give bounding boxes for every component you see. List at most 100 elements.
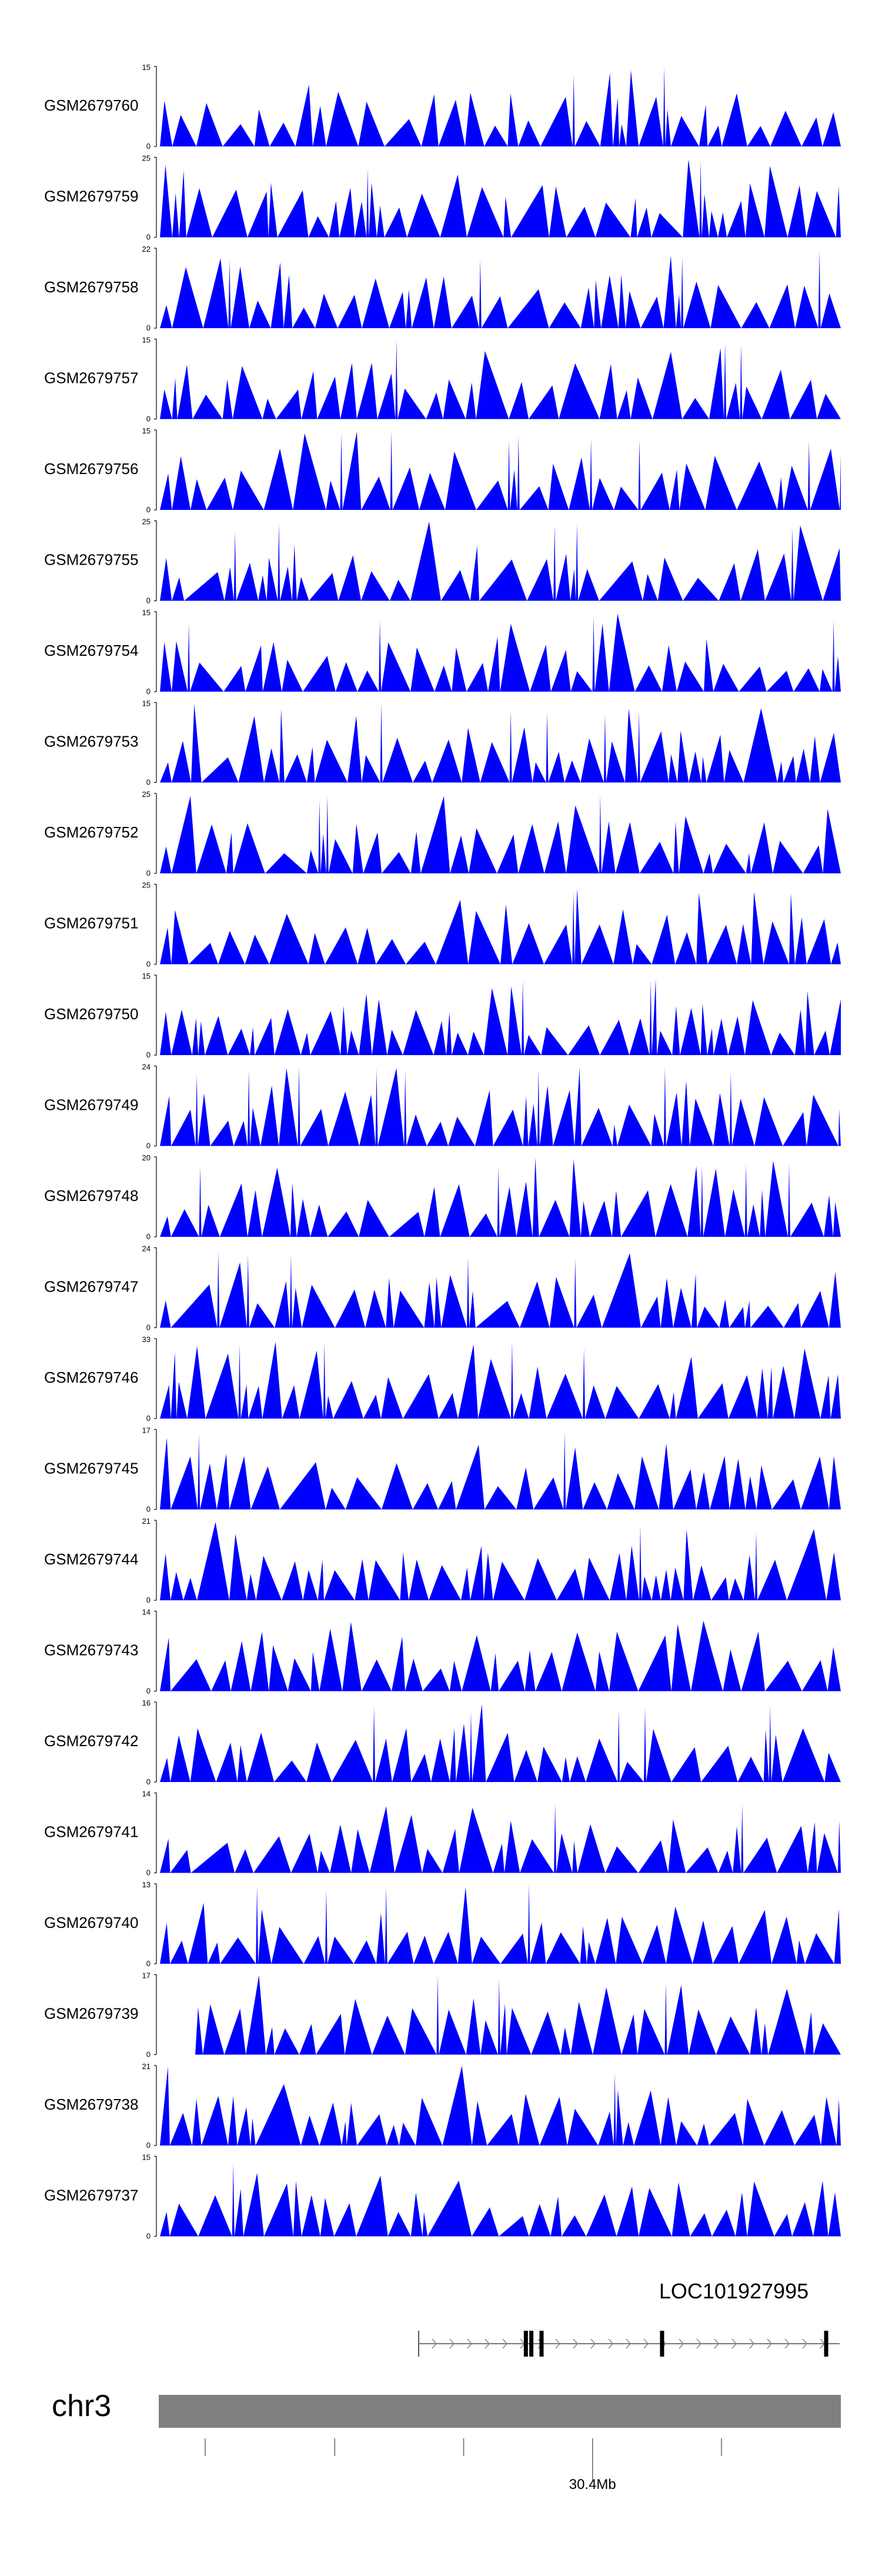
coverage-signal	[160, 1803, 841, 1873]
coverage-signal	[160, 1884, 841, 1964]
y-min-label: 0	[146, 233, 151, 242]
coverage-signal	[160, 1342, 841, 1419]
y-max-label: 14	[142, 1608, 151, 1617]
coverage-signal	[160, 889, 841, 965]
coverage-signal	[160, 1432, 841, 1510]
coverage-signal	[160, 159, 841, 238]
coverage-signal	[160, 1620, 841, 1691]
y-max-label: 15	[142, 608, 151, 617]
y-min-label: 0	[146, 1687, 151, 1696]
y-min-label: 0	[146, 1323, 151, 1332]
track-label: GSM2679748	[44, 1187, 138, 1204]
strand-arrow	[573, 2338, 579, 2349]
gene-model	[418, 2331, 840, 2357]
chromosome-bar	[159, 2395, 841, 2428]
track-GSM2679757: GSM2679757 15 0	[44, 336, 841, 423]
strand-arrow	[555, 2338, 561, 2349]
track-label: GSM2679749	[44, 1096, 138, 1114]
strand-arrow	[767, 2338, 773, 2349]
track-label: GSM2679739	[44, 2005, 138, 2023]
coverage-signal	[160, 795, 841, 873]
strand-arrow	[802, 2338, 808, 2349]
y-min-label: 0	[146, 960, 151, 969]
track-GSM2679758: GSM2679758 22 0	[44, 245, 841, 332]
strand-arrow	[590, 2338, 596, 2349]
y-min-label: 0	[146, 1868, 151, 1877]
coverage-signal	[160, 2163, 841, 2237]
y-max-label: 25	[142, 881, 151, 890]
y-max-label: 21	[142, 2062, 151, 2071]
strand-arrow	[449, 2338, 455, 2349]
y-max-label: 17	[142, 1971, 151, 1980]
strand-arrow	[643, 2338, 649, 2349]
track-label: GSM2679740	[44, 1914, 138, 1931]
track-label: GSM2679745	[44, 1460, 138, 1477]
coverage-signal	[160, 431, 841, 510]
coverage-signal	[160, 522, 841, 601]
strand-arrow	[784, 2338, 790, 2349]
track-label: GSM2679752	[44, 823, 138, 841]
coverage-signal	[160, 1975, 841, 2055]
track-label: GSM2679744	[44, 1550, 138, 1568]
track-label: GSM2679746	[44, 1369, 138, 1386]
coverage-signal	[160, 613, 841, 692]
y-max-label: 16	[142, 1699, 151, 1707]
track-GSM2679754: GSM2679754 15 0	[44, 608, 841, 696]
track-label: GSM2679756	[44, 460, 138, 478]
track-label: GSM2679750	[44, 1005, 138, 1023]
y-max-label: 24	[142, 1244, 151, 1253]
track-label: GSM2679755	[44, 551, 138, 569]
track-GSM2679746: GSM2679746 33 0	[44, 1335, 841, 1423]
track-label: GSM2679753	[44, 733, 138, 750]
y-min-label: 0	[146, 2232, 151, 2241]
track-label: GSM2679760	[44, 96, 138, 114]
y-min-label: 0	[146, 1596, 151, 1604]
y-min-label: 0	[146, 323, 151, 332]
y-max-label: 24	[142, 1063, 151, 1072]
y-min-label: 0	[146, 596, 151, 605]
y-max-label: 15	[142, 2153, 151, 2162]
track-GSM2679742: GSM2679742 16 0	[44, 1699, 841, 1786]
coverage-signal	[160, 1157, 841, 1237]
y-min-label: 0	[146, 1142, 151, 1150]
coverage-signal	[160, 1704, 841, 1782]
track-GSM2679760: GSM2679760 15 0	[44, 63, 841, 151]
y-min-label: 0	[146, 1505, 151, 1514]
track-label: GSM2679741	[44, 1823, 138, 1841]
exon-block	[529, 2331, 534, 2357]
track-label: GSM2679759	[44, 188, 138, 205]
y-max-label: 14	[142, 1790, 151, 1798]
track-label: GSM2679751	[44, 915, 138, 932]
chromosome-ideogram-track: chr3 30.4Mb	[52, 2389, 841, 2492]
track-label: GSM2679758	[44, 278, 138, 296]
y-max-label: 25	[142, 518, 151, 526]
track-GSM2679751: GSM2679751 25 0	[44, 881, 841, 969]
y-min-label: 0	[146, 1232, 151, 1241]
strand-arrow	[696, 2338, 702, 2349]
track-GSM2679743: GSM2679743 14 0	[44, 1608, 841, 1696]
y-max-label: 15	[142, 426, 151, 435]
track-label: GSM2679747	[44, 1278, 138, 1296]
track-GSM2679740: GSM2679740 13 0	[44, 1880, 841, 1968]
strand-arrow	[731, 2338, 737, 2349]
exon-block	[824, 2331, 828, 2357]
strand-arrow	[714, 2338, 720, 2349]
coverage-signal	[160, 2066, 841, 2145]
chromosome-name-label: chr3	[52, 2389, 111, 2423]
y-max-label: 13	[142, 1880, 151, 1889]
coverage-signal	[160, 1252, 841, 1328]
y-max-label: 25	[142, 790, 151, 799]
y-max-label: 15	[142, 699, 151, 708]
track-label: GSM2679754	[44, 642, 138, 659]
track-GSM2679749: GSM2679749 24 0	[44, 1063, 841, 1150]
strand-arrow	[626, 2338, 632, 2349]
track-label: GSM2679757	[44, 369, 138, 387]
track-GSM2679739: GSM2679739 17 0	[44, 1971, 841, 2059]
y-min-label: 0	[146, 778, 151, 787]
track-label: GSM2679738	[44, 2095, 138, 2113]
coverage-signal	[160, 1521, 841, 1600]
strand-arrow	[502, 2338, 508, 2349]
track-GSM2679741: GSM2679741 14 0	[44, 1790, 841, 1877]
track-GSM2679744: GSM2679744 21 0	[44, 1517, 841, 1604]
